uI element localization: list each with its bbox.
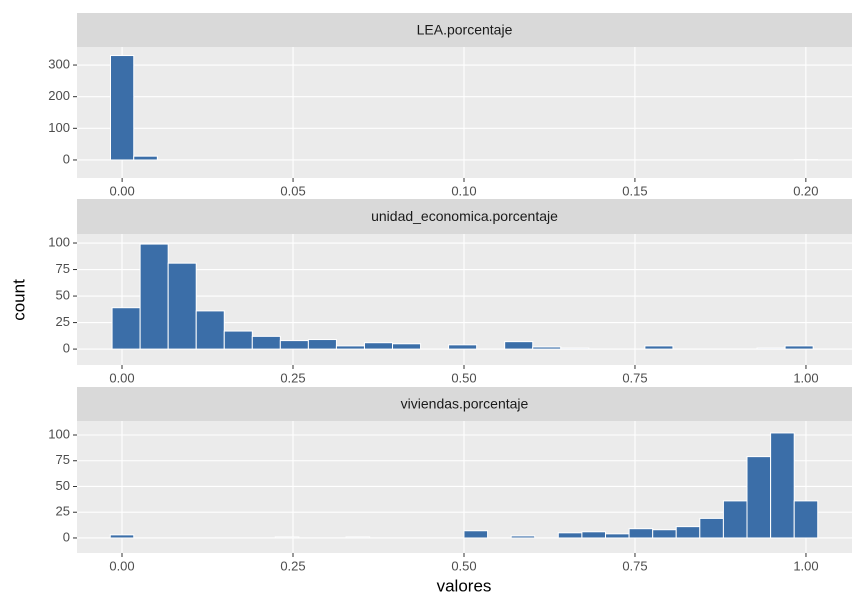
x-tick-label: 0.75 bbox=[622, 370, 647, 385]
x-tick-label: 0.50 bbox=[451, 370, 476, 385]
x-tick-label: 0.00 bbox=[109, 183, 134, 198]
y-tick-label: 200 bbox=[48, 88, 70, 103]
bar bbox=[510, 535, 536, 539]
bar bbox=[167, 262, 197, 350]
bar bbox=[195, 310, 225, 350]
x-tick-label: 1.00 bbox=[793, 558, 818, 573]
y-tick-label: 25 bbox=[56, 504, 70, 519]
bar bbox=[307, 339, 337, 350]
x-tick-label: 0.50 bbox=[451, 558, 476, 573]
bar bbox=[110, 55, 135, 161]
bar bbox=[274, 536, 300, 539]
bar bbox=[392, 343, 422, 350]
bar bbox=[722, 500, 748, 539]
bar bbox=[793, 500, 819, 539]
bar bbox=[139, 243, 169, 350]
bar bbox=[532, 346, 562, 350]
y-tick-label: 25 bbox=[56, 314, 70, 329]
bar bbox=[335, 345, 365, 350]
bar bbox=[133, 155, 158, 161]
y-tick-label: 100 bbox=[48, 426, 70, 441]
x-axis-title: valores bbox=[437, 576, 492, 595]
bar bbox=[746, 456, 772, 539]
x-tick-label: 0.75 bbox=[622, 558, 647, 573]
bar bbox=[628, 528, 654, 539]
bar bbox=[109, 534, 135, 539]
bar bbox=[504, 341, 534, 350]
strip-text: LEA.porcentaje bbox=[417, 22, 513, 38]
y-tick-label: 0 bbox=[63, 151, 70, 166]
bar bbox=[784, 345, 814, 350]
strip bbox=[77, 13, 852, 47]
bar bbox=[279, 340, 309, 350]
x-tick-label: 0.25 bbox=[280, 558, 305, 573]
y-tick-label: 75 bbox=[56, 452, 70, 467]
x-tick-label: 0.25 bbox=[280, 370, 305, 385]
bar bbox=[756, 347, 786, 350]
bar bbox=[223, 330, 253, 350]
y-tick-label: 75 bbox=[56, 261, 70, 276]
y-tick-label: 0 bbox=[63, 529, 70, 544]
bar bbox=[604, 533, 630, 539]
x-tick-label: 0.00 bbox=[109, 558, 134, 573]
bar bbox=[111, 307, 141, 350]
x-tick-label: 0.00 bbox=[109, 370, 134, 385]
bar bbox=[345, 536, 371, 539]
y-tick-label: 50 bbox=[56, 478, 70, 493]
strip bbox=[77, 199, 852, 234]
bar bbox=[652, 529, 677, 539]
y-tick-label: 100 bbox=[48, 234, 70, 249]
bar bbox=[644, 345, 674, 350]
bar bbox=[581, 531, 606, 539]
x-tick-label: 0.10 bbox=[451, 183, 476, 198]
bar bbox=[560, 347, 590, 350]
y-axis-title: count bbox=[9, 279, 28, 321]
bar bbox=[770, 432, 795, 539]
bar bbox=[699, 517, 724, 539]
strip-text: unidad_economica.porcentaje bbox=[371, 208, 558, 224]
y-tick-label: 300 bbox=[48, 56, 70, 71]
bar bbox=[463, 530, 489, 539]
x-tick-label: 0.05 bbox=[280, 183, 305, 198]
bar bbox=[251, 335, 281, 350]
bar bbox=[675, 526, 701, 539]
strip bbox=[77, 387, 852, 421]
bar bbox=[557, 532, 583, 539]
x-tick-label: 0.20 bbox=[793, 183, 818, 198]
bar bbox=[363, 342, 394, 350]
x-tick-label: 0.15 bbox=[622, 183, 647, 198]
y-tick-label: 50 bbox=[56, 287, 70, 302]
y-tick-label: 0 bbox=[63, 341, 70, 356]
x-tick-label: 1.00 bbox=[793, 370, 818, 385]
strip-text: viviendas.porcentaje bbox=[401, 396, 529, 412]
bar bbox=[448, 344, 478, 350]
y-tick-label: 100 bbox=[48, 120, 70, 135]
